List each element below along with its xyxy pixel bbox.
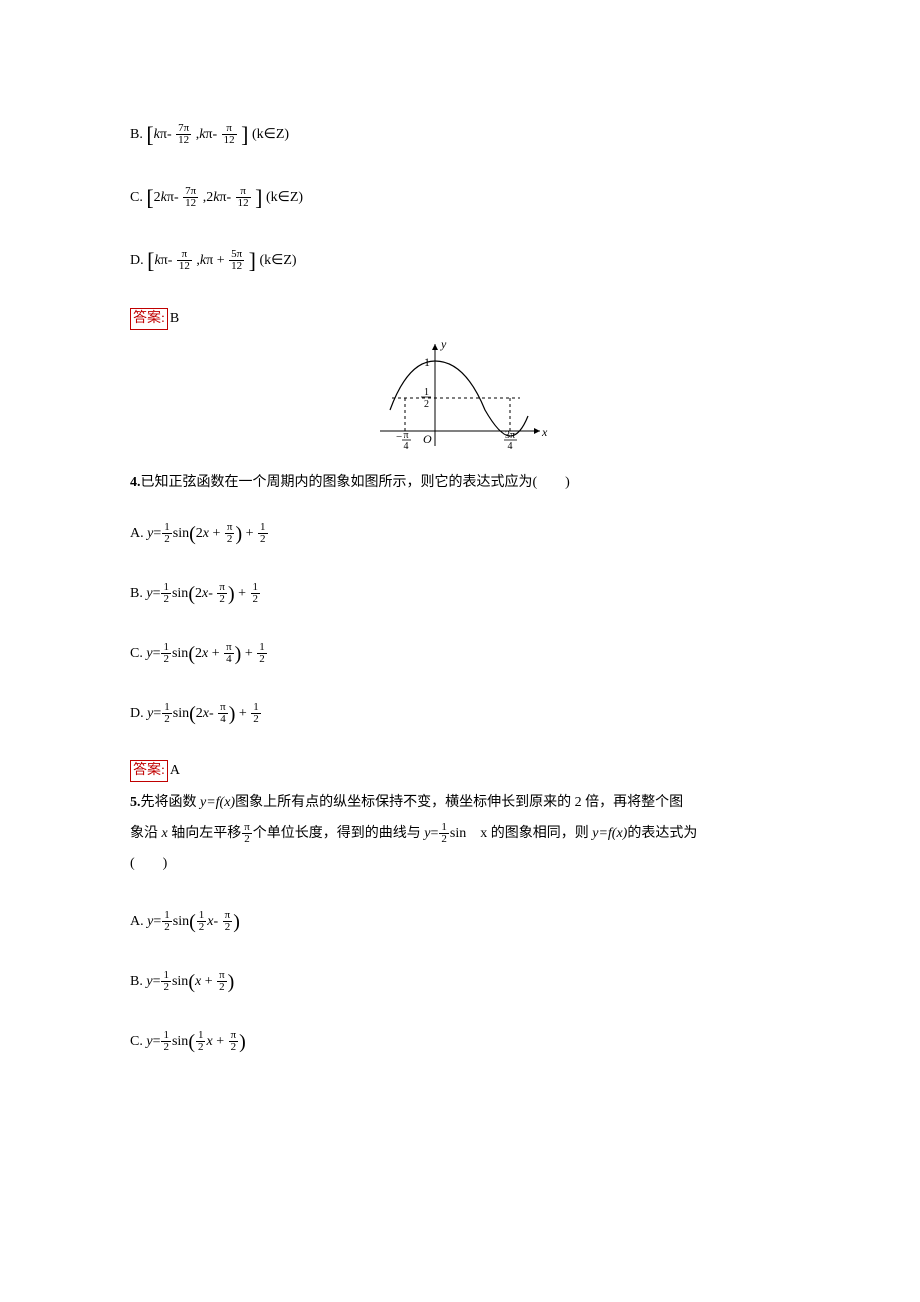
q5-sd: 2 bbox=[242, 834, 252, 845]
c-kz: (k∈Z) bbox=[266, 190, 303, 205]
q5-number: 5. bbox=[130, 795, 141, 810]
q4-answer-label: 答案: bbox=[130, 760, 168, 782]
q5-option-a: A. y=12sin(12x- π2) bbox=[130, 908, 790, 936]
q4c-cd: 2 bbox=[161, 654, 171, 665]
q5-yfx2: y=f(x) bbox=[592, 826, 627, 841]
q4d-sign: - bbox=[209, 706, 214, 721]
q5-option-b: B. y=12sin(x + π2) bbox=[130, 968, 790, 996]
q4b-sign: - bbox=[208, 586, 213, 601]
q4c-sign: + bbox=[212, 646, 220, 661]
q5b-sign: + bbox=[205, 974, 213, 989]
q4d-ad: 4 bbox=[218, 714, 228, 725]
block1-option-b: B. [kπ- 7π12 ,kπ- π12 ] (k∈Z) bbox=[130, 120, 790, 151]
q4a-cd: 2 bbox=[162, 534, 172, 545]
opt-b-prefix: B. bbox=[130, 127, 143, 142]
q4-number: 4. bbox=[130, 475, 141, 490]
q5-tb: 图象上所有点的纵坐标保持不变，横坐标伸长到原来的 2 倍，再将整个图 bbox=[235, 795, 683, 810]
q5a-ad: 2 bbox=[223, 922, 233, 933]
q5-text: 5.先将函数 y=f(x)图象上所有点的纵坐标保持不变，横坐标伸长到原来的 2 … bbox=[130, 788, 790, 880]
q4c-ic: 2 bbox=[195, 646, 202, 661]
q4-option-a: A. y=12sin(2x + π2) + 12 bbox=[130, 520, 790, 548]
q4-option-d: D. y=12sin(2x- π4) + 12 bbox=[130, 700, 790, 728]
q4-figure: y x O 1 1 2 − π 4 3π 4 bbox=[130, 336, 790, 463]
tick-half-num: 1 bbox=[424, 387, 429, 398]
opt-c-prefix: C. bbox=[130, 190, 143, 205]
q4c-ad: 4 bbox=[224, 654, 234, 665]
q4d-hd: 2 bbox=[251, 714, 261, 725]
origin-label: O bbox=[423, 432, 432, 446]
b-right-den: 12 bbox=[222, 135, 237, 146]
q4-body: 已知正弦函数在一个周期内的图象如图所示，则它的表达式应为( ) bbox=[141, 475, 570, 490]
q5c-hd: 2 bbox=[196, 1042, 206, 1053]
q4a-ic: 2 bbox=[196, 526, 203, 541]
q5a-hd: 2 bbox=[197, 922, 207, 933]
q4c-hd: 2 bbox=[257, 654, 267, 665]
q5-ta: 先将函数 bbox=[141, 795, 201, 810]
q4a-ad: 2 bbox=[225, 534, 235, 545]
q5-yfx1: y=f(x) bbox=[200, 795, 235, 810]
left-tick-den: 4 bbox=[404, 441, 409, 452]
q5-td: 轴向左平移 bbox=[171, 826, 241, 841]
answer-label: 答案: bbox=[130, 308, 168, 330]
q4-option-b: B. y=12sin(2x- π2) + 12 bbox=[130, 580, 790, 608]
q4b-ad: 2 bbox=[217, 594, 227, 605]
opt-d-prefix: D. bbox=[130, 253, 144, 268]
q4b-cd: 2 bbox=[161, 594, 171, 605]
left-tick-num: π bbox=[403, 430, 408, 441]
b-left-den: 12 bbox=[176, 135, 191, 146]
sine-graph-svg: y x O 1 1 2 − π 4 3π 4 bbox=[370, 336, 550, 456]
q5b-ad: 2 bbox=[217, 982, 227, 993]
q4d-ic: 2 bbox=[196, 706, 203, 721]
q5b-cd: 2 bbox=[161, 982, 171, 993]
b-kz: (k∈Z) bbox=[252, 127, 289, 142]
q5-paren: ( ) bbox=[130, 856, 167, 871]
q5a-sign: - bbox=[213, 914, 218, 929]
d-left-den: 12 bbox=[177, 261, 192, 272]
q5b-prefix: B. bbox=[130, 974, 143, 989]
q5-tg: 的表达式为 bbox=[627, 826, 697, 841]
c-right-den: 12 bbox=[236, 198, 251, 209]
q5-te: 个单位长度，得到的曲线与 bbox=[253, 826, 425, 841]
q4b-hd: 2 bbox=[251, 594, 261, 605]
d-kz: (k∈Z) bbox=[259, 253, 296, 268]
q4a-prefix: A. bbox=[130, 526, 144, 541]
tick-half-den: 2 bbox=[424, 399, 429, 410]
neg-sign: − bbox=[396, 431, 402, 443]
q5a-cd: 2 bbox=[162, 922, 172, 933]
q4b-prefix: B. bbox=[130, 586, 143, 601]
q5-tc: 象沿 bbox=[130, 826, 162, 841]
right-tick-den: 4 bbox=[508, 441, 513, 452]
q4d-prefix: D. bbox=[130, 706, 144, 721]
x-axis-label: x bbox=[541, 425, 548, 439]
block1-answer: 答案:B bbox=[130, 308, 790, 330]
q5-option-c: C. y=12sin(12x + π2) bbox=[130, 1028, 790, 1056]
d-right-den: 12 bbox=[229, 261, 244, 272]
q4-text: 4.已知正弦函数在一个周期内的图象如图所示，则它的表达式应为( ) bbox=[130, 473, 790, 493]
y-axis-label: y bbox=[440, 337, 447, 351]
q5-tr: sin x bbox=[450, 826, 487, 841]
block1-option-d: D. [kπ- π12 ,kπ + 5π12 ] (k∈Z) bbox=[130, 246, 790, 277]
q4-answer-value: A bbox=[170, 763, 180, 778]
q4d-cd: 2 bbox=[162, 714, 172, 725]
q4a-sign: + bbox=[212, 526, 220, 541]
c-coef1: 2 bbox=[154, 190, 161, 205]
q5-xvar: x bbox=[162, 826, 168, 841]
q5c-cd: 2 bbox=[161, 1042, 171, 1053]
q4c-prefix: C. bbox=[130, 646, 143, 661]
q5c-prefix: C. bbox=[130, 1034, 143, 1049]
answer-value: B bbox=[170, 311, 179, 326]
q5-tf: 的图象相同，则 bbox=[491, 826, 593, 841]
q4-option-c: C. y=12sin(2x + π4) + 12 bbox=[130, 640, 790, 668]
c-left-den: 12 bbox=[183, 198, 198, 209]
q5a-prefix: A. bbox=[130, 914, 144, 929]
q4-answer: 答案:A bbox=[130, 760, 790, 782]
q4a-hd: 2 bbox=[258, 534, 268, 545]
block1-option-c: C. [2kπ- 7π12 ,2kπ- π12 ] (k∈Z) bbox=[130, 183, 790, 214]
q5-tcd: 2 bbox=[439, 834, 449, 845]
page: B. [kπ- 7π12 ,kπ- π12 ] (k∈Z) C. [2kπ- 7… bbox=[0, 0, 920, 1128]
q5c-ad: 2 bbox=[229, 1042, 239, 1053]
q5c-sign: + bbox=[216, 1034, 224, 1049]
q4b-ic: 2 bbox=[195, 586, 202, 601]
